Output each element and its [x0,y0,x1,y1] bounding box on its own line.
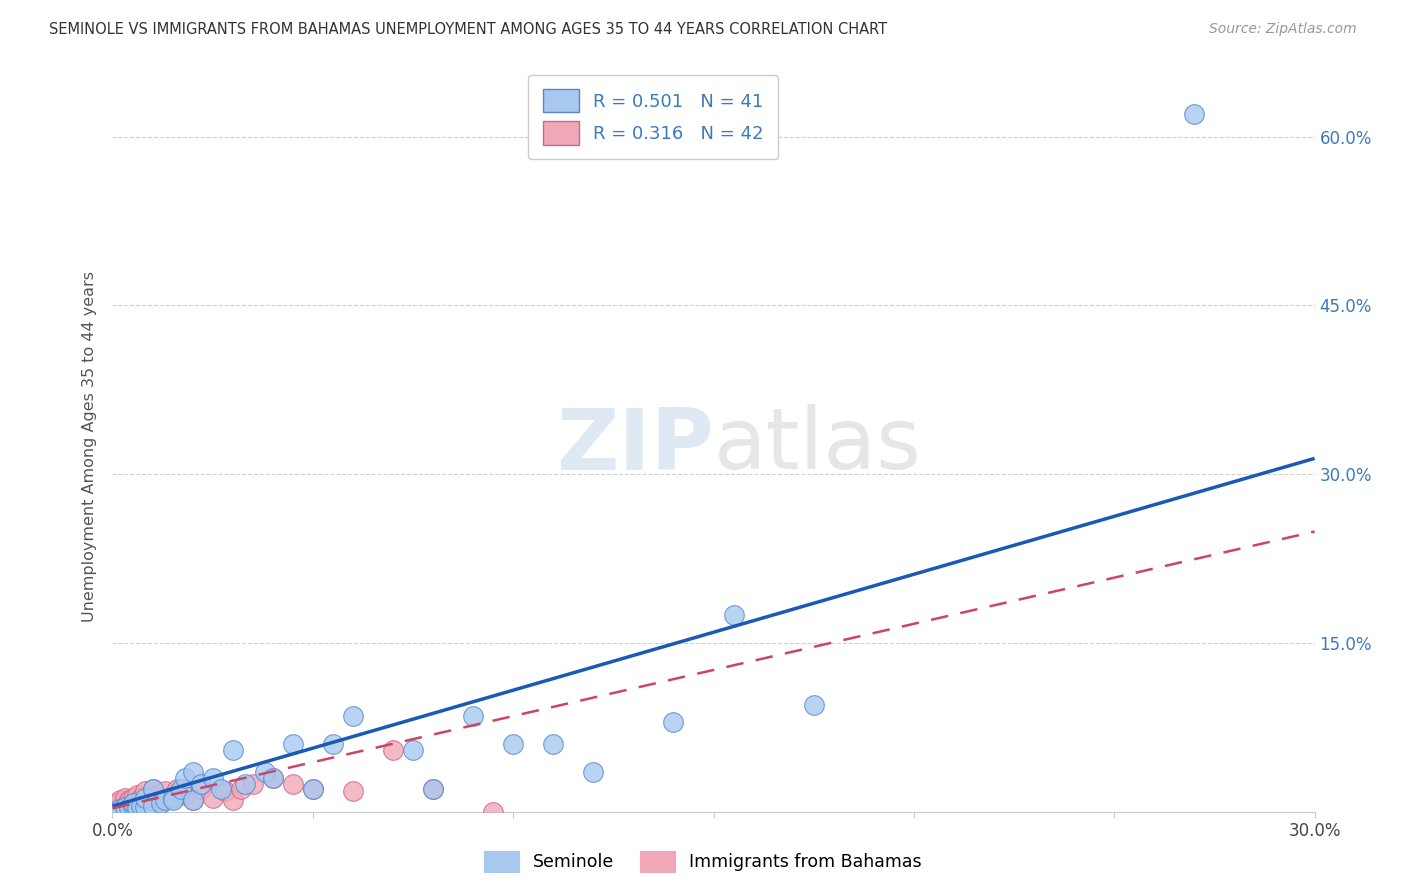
Point [162,793,184,807]
Point [149,793,172,807]
Legend: Seminole, Immigrants from Bahamas: Seminole, Immigrants from Bahamas [478,844,928,879]
Point [134,791,156,805]
Point [181,765,204,780]
Point [262,771,284,785]
Point [141,782,165,797]
Point [181,793,204,807]
Point [190,782,212,797]
Point [117,801,139,815]
Point [110,793,132,807]
Point [129,799,152,814]
Point [342,784,364,798]
Point [302,782,325,797]
Point [342,709,364,723]
Point [105,796,128,810]
Point [162,791,184,805]
Point [190,776,212,790]
Point [110,802,132,816]
Point [153,793,176,807]
Point [229,782,252,797]
Point [121,796,143,810]
Text: SEMINOLE VS IMMIGRANTS FROM BAHAMAS UNEMPLOYMENT AMONG AGES 35 TO 44 YEARS CORRE: SEMINOLE VS IMMIGRANTS FROM BAHAMAS UNEM… [49,22,887,37]
Point [543,737,565,751]
Point [461,709,484,723]
Point [125,796,148,810]
Point [214,784,236,798]
Point [125,788,148,802]
Legend: R = 0.501   N = 41, R = 0.316   N = 42: R = 0.501 N = 41, R = 0.316 N = 42 [529,75,779,159]
Point [482,805,505,819]
Point [101,805,124,819]
Point [209,782,232,797]
Point [382,743,405,757]
Point [222,793,245,807]
Point [402,743,425,757]
Point [101,799,124,814]
Point [173,788,195,802]
Point [134,800,156,814]
Point [281,737,304,751]
Point [233,776,256,790]
Point [101,802,124,816]
Point [105,802,128,816]
Point [114,791,136,805]
Point [121,791,143,805]
Point [222,743,245,757]
Point [723,607,745,622]
Point [145,788,167,802]
Point [162,788,184,802]
Point [803,698,825,712]
Point [242,776,264,790]
Point [129,799,152,814]
Point [153,784,176,798]
Point [281,776,304,790]
Point [141,791,165,805]
Text: ZIP: ZIP [555,404,714,488]
Point [502,737,524,751]
Point [117,800,139,814]
Point [169,782,191,797]
Point [141,782,165,797]
Point [582,765,605,780]
Point [322,737,344,751]
Point [125,801,148,815]
Point [201,791,224,805]
Point [114,799,136,814]
Point [262,771,284,785]
Point [149,796,172,810]
Point [138,796,160,810]
Point [134,793,156,807]
Point [181,793,204,807]
Point [101,805,124,819]
Point [422,782,444,797]
Point [141,799,165,814]
Point [173,771,195,785]
Point [201,771,224,785]
Point [129,791,152,805]
Point [302,782,325,797]
Point [121,801,143,815]
Point [134,784,156,798]
Point [114,800,136,814]
Point [1184,107,1206,121]
Point [422,782,444,797]
Point [117,793,139,807]
Point [253,765,276,780]
Y-axis label: Unemployment Among Ages 35 to 44 years: Unemployment Among Ages 35 to 44 years [82,270,97,622]
Text: Source: ZipAtlas.com: Source: ZipAtlas.com [1209,22,1357,37]
Point [662,714,685,729]
Text: atlas: atlas [714,404,921,488]
Point [110,801,132,815]
Point [166,782,188,797]
Point [121,799,143,814]
